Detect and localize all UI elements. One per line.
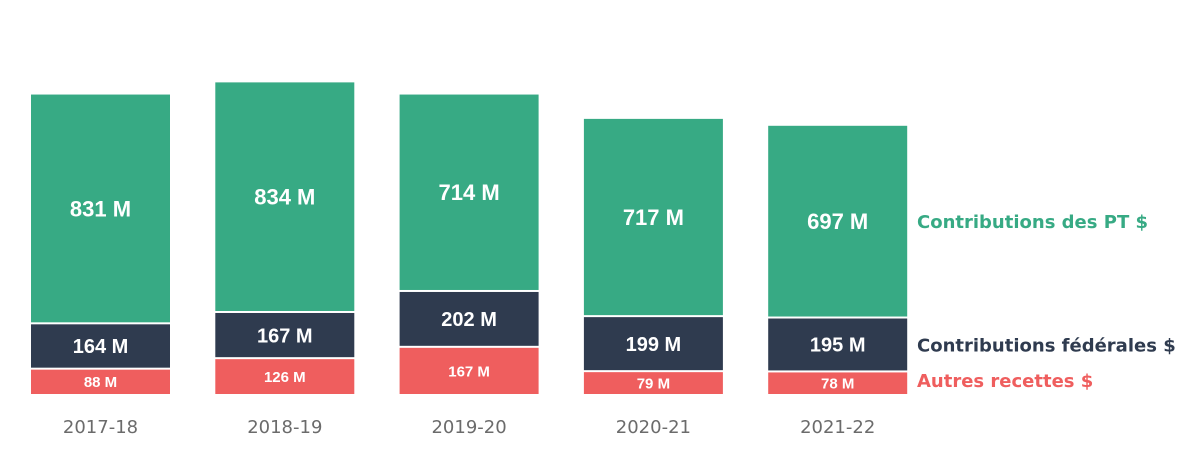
x-tick-label-2018-19: 2018-19 — [247, 417, 322, 438]
bar-segment-contributions-des-pt-2021-22 — [768, 125, 908, 317]
data-label-contributions-des-pt-2017-18: 831 M — [70, 196, 131, 221]
data-label-autres-recettes-2021-22: 78 M — [821, 376, 854, 393]
x-tick-label-2019-20: 2019-20 — [431, 417, 506, 438]
data-label-contributions-des-pt-2020-21: 717 M — [623, 205, 684, 230]
bar-segment-autres-recettes-2017-18 — [31, 369, 170, 394]
bar-segment-contributions-federales-2018-19 — [215, 312, 355, 358]
bar-segment-contributions-federales-2021-22 — [768, 318, 908, 371]
data-label-autres-recettes-2017-18: 88 M — [84, 374, 117, 391]
bar-segment-contributions-federales-2019-20 — [399, 291, 539, 346]
bar-segment-contributions-federales-2017-18 — [31, 324, 170, 368]
x-tick-label-2020-21: 2020-21 — [616, 417, 691, 438]
bar-segment-autres-recettes-2021-22 — [768, 372, 908, 394]
x-tick-label-2021-22: 2021-22 — [800, 417, 875, 438]
data-label-contributions-des-pt-2018-19: 834 M — [254, 185, 315, 210]
data-label-contributions-federales-2018-19: 167 M — [257, 325, 313, 347]
legend-item-contributions-federales: Contributions fédérales $ — [917, 335, 1176, 356]
x-axis-ticks: 2017-18 2018-19 2019-20 2020-21 2021-22 — [63, 417, 875, 438]
bar-segment-contributions-des-pt-2018-19 — [215, 82, 355, 311]
x-tick-label-2017-18: 2017-18 — [63, 417, 138, 438]
bar-segment-contributions-des-pt-2017-18 — [31, 94, 170, 323]
bars-group: 88 M 164 M 831 M 126 M 167 M 834 M 167 M 202 M 7… — [31, 82, 908, 394]
data-label-contributions-des-pt-2021-22: 697 M — [807, 209, 868, 234]
bar-segment-autres-recettes-2018-19 — [215, 359, 355, 394]
bar-segment-contributions-des-pt-2019-20 — [399, 94, 539, 290]
data-label-contributions-federales-2020-21: 199 M — [626, 334, 682, 356]
bar-segment-contributions-des-pt-2020-21 — [583, 118, 723, 316]
data-label-contributions-des-pt-2019-20: 714 M — [439, 180, 500, 205]
data-label-autres-recettes-2020-21: 79 M — [637, 375, 670, 392]
legend: Autres recettes $ Contributions fédérales… — [917, 212, 1176, 392]
data-label-contributions-federales-2019-20: 202 M — [441, 309, 497, 331]
bar-segment-contributions-federales-2020-21 — [583, 317, 723, 371]
data-label-contributions-federales-2017-18: 164 M — [73, 336, 129, 358]
legend-item-autres-recettes: Autres recettes $ — [917, 371, 1093, 392]
bar-segment-autres-recettes-2019-20 — [399, 347, 539, 394]
data-label-autres-recettes-2019-20: 167 M — [448, 363, 490, 380]
data-label-autres-recettes-2018-19: 126 M — [264, 369, 306, 386]
legend-item-contributions-des-pt: Contributions des PT $ — [917, 212, 1148, 233]
data-label-contributions-federales-2021-22: 195 M — [810, 335, 866, 357]
bar-segment-autres-recettes-2020-21 — [583, 372, 723, 394]
